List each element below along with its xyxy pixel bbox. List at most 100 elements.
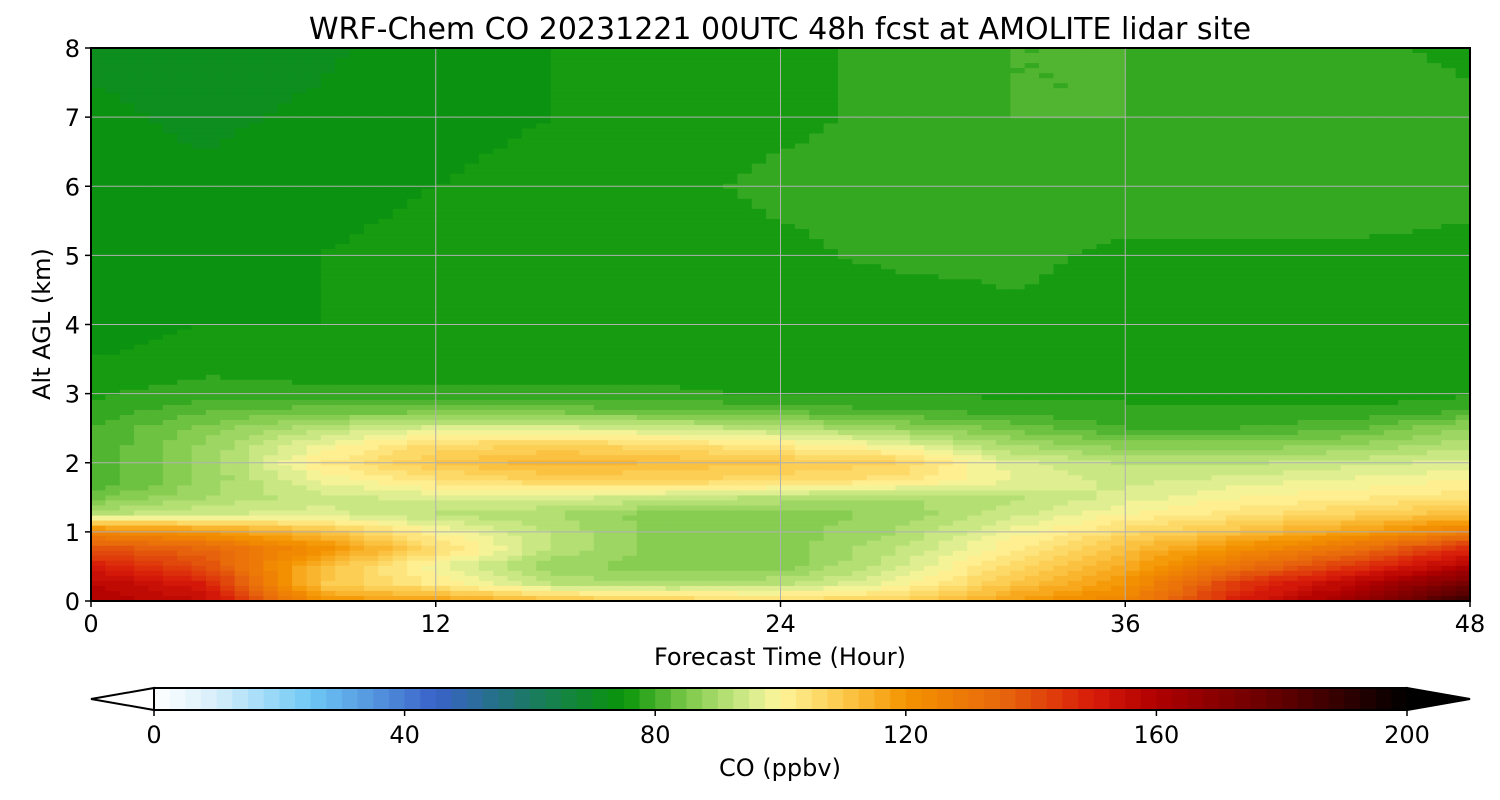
heatmap-cell <box>1053 158 1069 165</box>
heatmap-cell <box>105 103 121 109</box>
heatmap-cell <box>464 213 480 220</box>
heatmap-cell <box>277 223 293 230</box>
heatmap-cell <box>1268 208 1284 215</box>
heatmap-cell <box>450 249 466 255</box>
heatmap-cell <box>1426 289 1442 295</box>
heatmap-cell <box>622 213 638 220</box>
heatmap-cell <box>1441 274 1457 280</box>
heatmap-cell <box>234 83 250 89</box>
heatmap-cell <box>837 208 853 215</box>
heatmap-cell <box>1082 123 1098 130</box>
heatmap-cell <box>249 259 264 265</box>
heatmap-cell <box>349 53 365 59</box>
heatmap-cell <box>407 264 422 270</box>
heatmap-cell <box>1225 73 1241 79</box>
heatmap-cell <box>622 103 638 109</box>
heatmap-cell <box>651 83 667 89</box>
heatmap-cell <box>938 203 954 210</box>
heatmap-cell <box>694 63 710 69</box>
heatmap-cell <box>536 239 552 245</box>
heatmap-cell <box>766 178 782 185</box>
heatmap-cell <box>1326 213 1342 220</box>
heatmap-cell <box>392 53 408 59</box>
heatmap-cell <box>306 98 322 104</box>
heatmap-cell <box>521 123 537 130</box>
heatmap-cell <box>1268 158 1284 165</box>
heatmap-cell <box>91 133 106 140</box>
heatmap-cell <box>1340 68 1356 74</box>
heatmap-cell <box>234 279 250 285</box>
heatmap-cell <box>1139 153 1155 160</box>
heatmap-cell <box>1455 78 1471 84</box>
heatmap-cell <box>306 123 322 130</box>
heatmap-cell <box>1053 103 1069 109</box>
heatmap-cell <box>1426 279 1442 285</box>
heatmap-cell <box>292 218 308 225</box>
heatmap-cell <box>277 289 293 295</box>
heatmap-cell <box>1283 223 1299 230</box>
heatmap-cell <box>1398 299 1414 305</box>
heatmap-cell <box>478 193 494 200</box>
heatmap-cell <box>694 123 710 130</box>
heatmap-cell <box>766 299 782 305</box>
heatmap-cell <box>1240 143 1256 150</box>
heatmap-cell <box>579 178 595 185</box>
heatmap-cell <box>565 148 580 155</box>
heatmap-cell <box>881 58 897 64</box>
heatmap-cell <box>967 223 983 230</box>
heatmap-cell <box>694 244 710 250</box>
heatmap-cell <box>823 223 839 230</box>
heatmap-cell <box>751 148 767 155</box>
heatmap-cell <box>1426 198 1442 205</box>
heatmap-cell <box>809 244 825 250</box>
heatmap-cell <box>1254 118 1270 125</box>
heatmap-cell <box>1153 198 1169 205</box>
heatmap-cell <box>277 304 293 311</box>
heatmap-cell <box>1197 193 1213 200</box>
heatmap-cell <box>521 88 537 94</box>
heatmap-cell <box>995 113 1011 119</box>
heatmap-cell <box>1024 178 1040 185</box>
heatmap-cell <box>837 73 853 79</box>
heatmap-cell <box>881 254 897 260</box>
heatmap-cell <box>866 244 882 250</box>
heatmap-cell <box>995 213 1011 220</box>
heatmap-cell <box>723 299 738 305</box>
heatmap-cell <box>708 264 724 270</box>
heatmap-cell <box>1082 274 1098 280</box>
heatmap-cell <box>1268 228 1284 235</box>
heatmap-cell <box>1096 188 1112 195</box>
heatmap-cell <box>1441 218 1457 225</box>
heatmap-cell <box>1297 284 1313 290</box>
heatmap-cell <box>1197 123 1213 130</box>
heatmap-cell <box>852 53 868 59</box>
heatmap-cell <box>679 178 695 185</box>
heatmap-cell <box>1441 93 1457 99</box>
heatmap-cell <box>565 249 580 255</box>
heatmap-cell <box>349 244 365 250</box>
heatmap-cell <box>981 239 997 245</box>
heatmap-cell <box>1311 228 1327 235</box>
heatmap-cell <box>1355 188 1371 195</box>
heatmap-cell <box>636 163 652 170</box>
heatmap-cell <box>651 123 667 130</box>
heatmap-cell <box>1182 254 1198 260</box>
heatmap-cell <box>478 294 494 300</box>
heatmap-cell <box>1398 208 1414 215</box>
heatmap-cell <box>1182 98 1198 104</box>
heatmap-cell <box>277 193 293 200</box>
heatmap-cell <box>1240 148 1256 155</box>
heatmap-cell <box>105 234 121 240</box>
heatmap-cell <box>967 198 983 205</box>
heatmap-cell <box>148 203 164 210</box>
heatmap-cell <box>780 203 796 210</box>
heatmap-cell <box>1053 223 1069 230</box>
heatmap-cell <box>1283 208 1299 215</box>
heatmap-cell <box>1211 203 1227 210</box>
heatmap-cell <box>866 178 882 185</box>
heatmap-cell <box>794 53 810 59</box>
heatmap-cell <box>1283 249 1299 255</box>
heatmap-cell <box>1039 153 1055 160</box>
heatmap-cell <box>837 218 853 225</box>
heatmap-cell <box>1326 118 1342 125</box>
